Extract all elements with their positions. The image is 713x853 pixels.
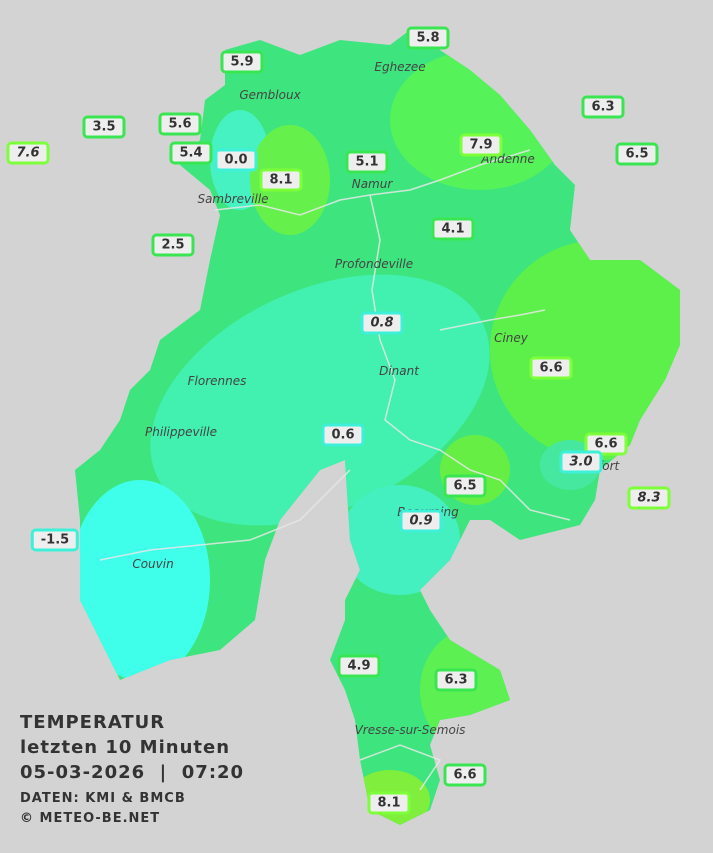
station-value: 0.8 (360, 311, 404, 335)
city-label: Dinant (379, 364, 419, 378)
station-value: 5.8 (406, 26, 450, 50)
station-value: 6.3 (581, 95, 625, 119)
station-value: 8.3 (627, 486, 671, 510)
city-label: Philippeville (145, 425, 217, 439)
city-label: Namur (351, 177, 393, 191)
timestamp: 05-03-2026 | 07:20 (20, 762, 245, 783)
copyright: © METEO-BE.NET (20, 811, 161, 826)
station-value: 7.9 (459, 133, 503, 157)
city-label: Ciney (494, 331, 528, 345)
station-value: 8.1 (367, 791, 411, 815)
source: DATEN: KMI & BMCB (20, 791, 186, 806)
station-value: 0.9 (399, 509, 443, 533)
station-value: 0.0 (214, 148, 258, 172)
city-label: Sambreville (197, 192, 269, 206)
station-value: 5.4 (169, 141, 213, 165)
station-value: 8.1 (259, 168, 303, 192)
station-value: 3.5 (82, 115, 126, 139)
subtitle: letzten 10 Minuten (20, 737, 231, 758)
station-value: 5.9 (220, 50, 264, 74)
station-value: 4.1 (431, 217, 475, 241)
station-value: 2.5 (151, 233, 195, 257)
station-value: 0.6 (321, 423, 365, 447)
station-value: 5.6 (158, 112, 202, 136)
city-label: Florennes (187, 374, 247, 388)
station-value: 6.6 (529, 356, 573, 380)
station-value: 6.3 (434, 668, 478, 692)
station-value: 6.5 (615, 142, 659, 166)
station-value: 7.6 (6, 141, 50, 165)
station-value: 4.9 (337, 654, 381, 678)
station-value: -1.5 (30, 528, 80, 552)
city-label: Gembloux (239, 88, 301, 102)
station-value: 6.5 (443, 474, 487, 498)
city-label: Couvin (132, 557, 174, 571)
city-label: Vresse-sur-Semois (354, 723, 466, 737)
title: TEMPERATUR (20, 712, 166, 733)
station-value: 6.6 (584, 432, 628, 456)
station-value: 5.1 (345, 150, 389, 174)
station-value: 6.6 (443, 763, 487, 787)
station-value: 3.0 (559, 450, 603, 474)
rivers (99, 149, 571, 791)
city-label: Profondeville (334, 257, 414, 271)
city-label: Eghezee (374, 60, 426, 74)
